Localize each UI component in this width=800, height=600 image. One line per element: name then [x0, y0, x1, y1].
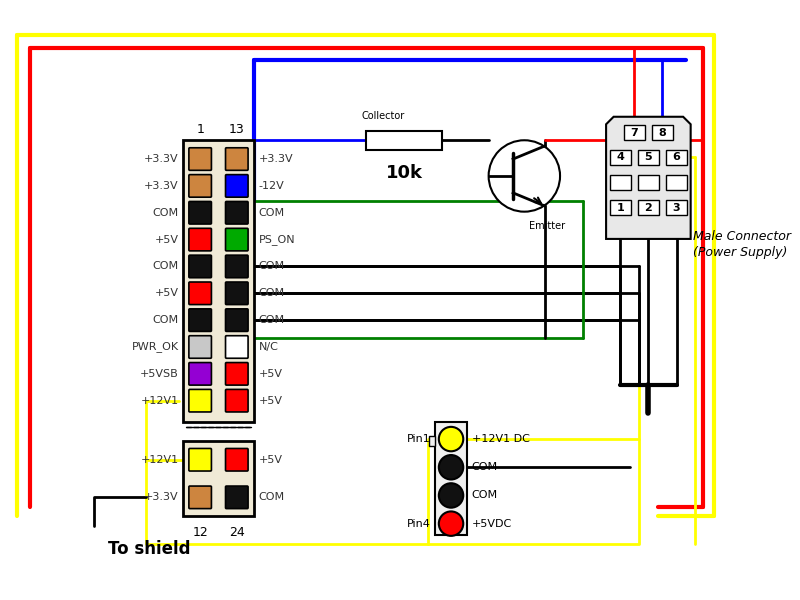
Text: 5: 5	[645, 152, 652, 162]
Bar	[652, 125, 673, 140]
Text: COM: COM	[258, 315, 285, 325]
Text: 8: 8	[658, 128, 666, 138]
FancyBboxPatch shape	[189, 175, 211, 197]
Text: COM: COM	[153, 262, 178, 271]
FancyBboxPatch shape	[189, 448, 211, 471]
FancyBboxPatch shape	[226, 282, 248, 305]
Text: To shield: To shield	[108, 539, 190, 557]
Bar	[183, 140, 254, 422]
Text: 12: 12	[192, 526, 208, 539]
Bar	[638, 175, 658, 190]
Text: +5V: +5V	[258, 369, 282, 379]
FancyBboxPatch shape	[226, 309, 248, 331]
Text: +5VDC: +5VDC	[472, 518, 512, 529]
Bar	[638, 149, 658, 164]
FancyBboxPatch shape	[189, 202, 211, 224]
Text: COM: COM	[153, 315, 178, 325]
FancyBboxPatch shape	[226, 148, 248, 170]
Text: Emitter: Emitter	[529, 221, 565, 231]
Text: +3.3V: +3.3V	[144, 181, 178, 191]
Bar	[610, 200, 630, 215]
Bar	[183, 441, 254, 516]
Text: 1: 1	[616, 203, 624, 213]
FancyBboxPatch shape	[189, 336, 211, 358]
Text: COM: COM	[258, 208, 285, 218]
Text: +5V: +5V	[154, 235, 178, 245]
Bar	[624, 125, 645, 140]
Text: PWR_OK: PWR_OK	[131, 341, 178, 352]
FancyBboxPatch shape	[226, 255, 248, 278]
Text: +3.3V: +3.3V	[144, 493, 178, 502]
FancyBboxPatch shape	[226, 229, 248, 251]
Text: +5V: +5V	[154, 288, 178, 298]
FancyBboxPatch shape	[189, 148, 211, 170]
Text: Collector: Collector	[362, 112, 405, 121]
Text: 13: 13	[229, 122, 245, 136]
Circle shape	[439, 511, 463, 536]
Bar	[610, 149, 630, 164]
Text: COM: COM	[472, 490, 498, 500]
FancyBboxPatch shape	[226, 175, 248, 197]
Bar	[638, 200, 658, 215]
Text: 2: 2	[645, 203, 652, 213]
Bar	[666, 175, 687, 190]
Bar	[610, 175, 630, 190]
Text: COM: COM	[472, 462, 498, 472]
Polygon shape	[606, 117, 690, 239]
Bar	[434, 422, 467, 535]
Text: COM: COM	[153, 208, 178, 218]
Text: +3.3V: +3.3V	[258, 154, 293, 164]
FancyBboxPatch shape	[189, 229, 211, 251]
FancyBboxPatch shape	[226, 448, 248, 471]
FancyBboxPatch shape	[226, 389, 248, 412]
Circle shape	[489, 140, 560, 212]
Bar	[429, 436, 434, 446]
FancyBboxPatch shape	[189, 486, 211, 509]
Text: Male Connector
(Power Supply): Male Connector (Power Supply)	[694, 230, 791, 259]
Text: +12V1: +12V1	[141, 395, 178, 406]
Text: 10k: 10k	[386, 164, 422, 182]
Text: 4: 4	[616, 152, 624, 162]
Text: COM: COM	[258, 262, 285, 271]
Text: -12V: -12V	[258, 181, 284, 191]
Circle shape	[439, 483, 463, 508]
Text: COM: COM	[258, 288, 285, 298]
Text: 7: 7	[630, 128, 638, 138]
Text: N/C: N/C	[258, 342, 278, 352]
Text: COM: COM	[258, 493, 285, 502]
FancyBboxPatch shape	[189, 255, 211, 278]
FancyBboxPatch shape	[226, 362, 248, 385]
Text: +5V: +5V	[258, 395, 282, 406]
Text: 24: 24	[229, 526, 245, 539]
FancyBboxPatch shape	[226, 336, 248, 358]
FancyBboxPatch shape	[189, 309, 211, 331]
Circle shape	[439, 455, 463, 479]
Circle shape	[439, 427, 463, 451]
FancyBboxPatch shape	[189, 282, 211, 305]
FancyBboxPatch shape	[226, 202, 248, 224]
Text: +5V: +5V	[258, 455, 282, 465]
Bar	[666, 149, 687, 164]
Text: 1: 1	[196, 122, 204, 136]
FancyBboxPatch shape	[226, 486, 248, 509]
Bar	[366, 131, 442, 149]
Bar	[666, 200, 687, 215]
Text: Pin1: Pin1	[406, 434, 430, 444]
Text: 6: 6	[673, 152, 681, 162]
Text: PS_ON: PS_ON	[258, 234, 295, 245]
FancyBboxPatch shape	[189, 389, 211, 412]
Text: 3: 3	[673, 203, 680, 213]
Text: Pin4: Pin4	[406, 518, 430, 529]
Text: +12V1: +12V1	[141, 455, 178, 465]
Text: +12V1 DC: +12V1 DC	[472, 434, 530, 444]
Text: +5VSB: +5VSB	[140, 369, 178, 379]
Text: +3.3V: +3.3V	[144, 154, 178, 164]
FancyBboxPatch shape	[189, 362, 211, 385]
